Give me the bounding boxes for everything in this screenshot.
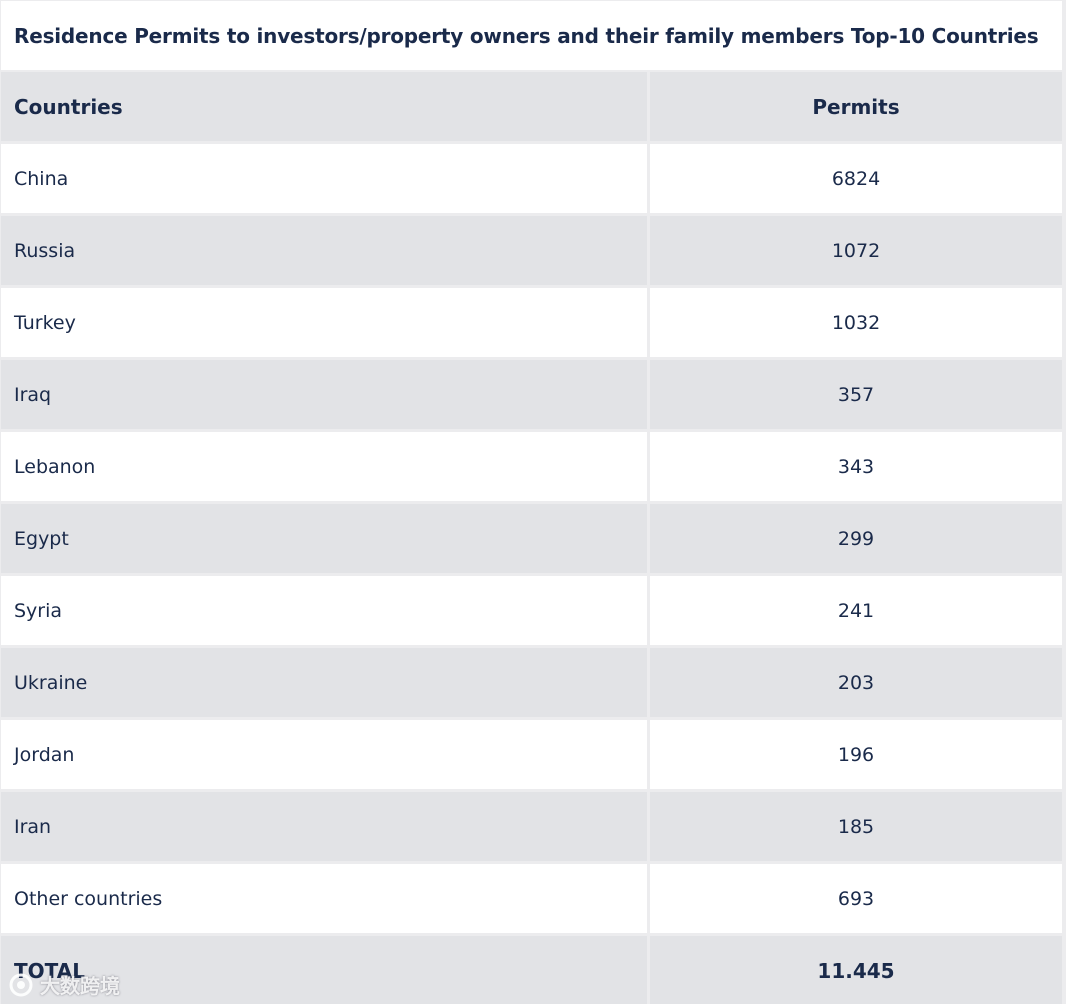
- permits-cell: 203: [650, 648, 1062, 717]
- table-row: China 6824: [0, 144, 1064, 213]
- table-row: Iran 185: [0, 792, 1064, 861]
- permits-cell: 1032: [650, 288, 1062, 357]
- table-row: Ukraine 203: [0, 648, 1064, 717]
- permits-cell: 357: [650, 360, 1062, 429]
- column-header-permits: Permits: [650, 72, 1062, 141]
- table-row: Other countries 693: [0, 864, 1064, 933]
- country-cell: Ukraine: [1, 648, 647, 717]
- country-cell: Lebanon: [1, 432, 647, 501]
- permits-cell: 343: [650, 432, 1062, 501]
- table-row: Russia 1072: [0, 216, 1064, 285]
- permits-cell: 299: [650, 504, 1062, 573]
- country-cell: China: [1, 144, 647, 213]
- table-row: Iraq 357: [0, 360, 1064, 429]
- permits-cell: 1072: [650, 216, 1062, 285]
- permits-cell: 693: [650, 864, 1062, 933]
- country-cell: Iran: [1, 792, 647, 861]
- country-cell: Turkey: [1, 288, 647, 357]
- total-label: TOTAL: [1, 936, 647, 1004]
- table-title: Residence Permits to investors/property …: [1, 1, 1062, 70]
- column-header-countries: Countries: [1, 72, 647, 141]
- country-cell: Egypt: [1, 504, 647, 573]
- country-cell: Iraq: [1, 360, 647, 429]
- table-row: Turkey 1032: [0, 288, 1064, 357]
- country-cell: Other countries: [1, 864, 647, 933]
- table-total-row: TOTAL 11.445: [0, 936, 1064, 1004]
- table-row: Syria 241: [0, 576, 1064, 645]
- table-header-row: Countries Permits: [0, 72, 1064, 141]
- table-row: Egypt 299: [0, 504, 1064, 573]
- permits-cell: 241: [650, 576, 1062, 645]
- permits-cell: 185: [650, 792, 1062, 861]
- table-row: Jordan 196: [0, 720, 1064, 789]
- country-cell: Syria: [1, 576, 647, 645]
- country-cell: Jordan: [1, 720, 647, 789]
- permits-cell: 6824: [650, 144, 1062, 213]
- country-cell: Russia: [1, 216, 647, 285]
- total-value: 11.445: [650, 936, 1062, 1004]
- table-row: Lebanon 343: [0, 432, 1064, 501]
- permits-cell: 196: [650, 720, 1062, 789]
